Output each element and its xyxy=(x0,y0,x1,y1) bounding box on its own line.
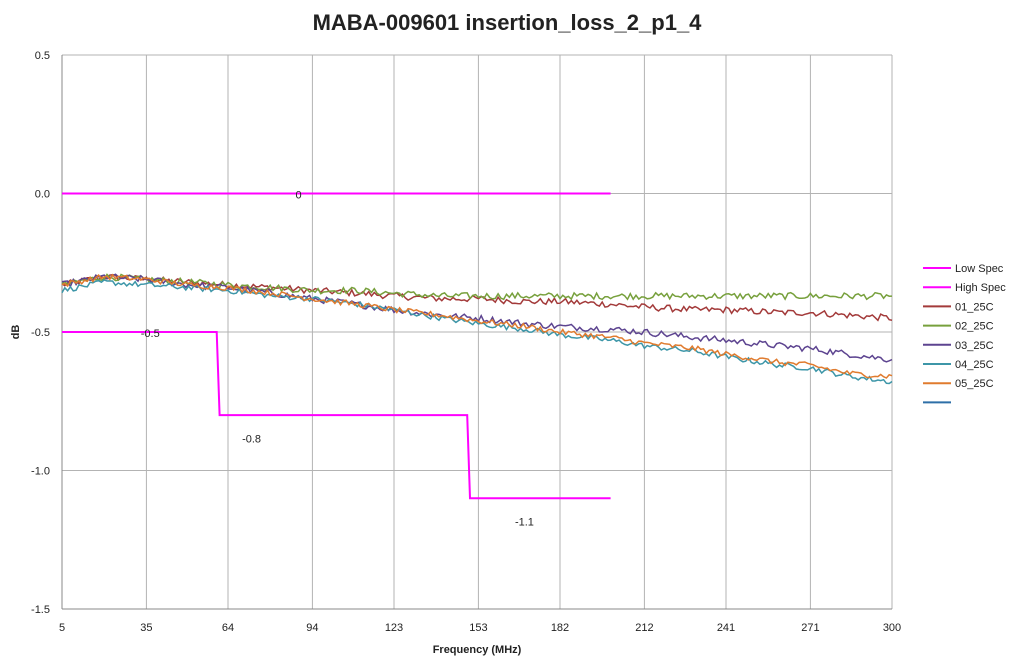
annotations: 0 -0.5 -0.8 -1.1 xyxy=(141,190,534,529)
chart-title: MABA-009601 insertion_loss_2_p1_4 xyxy=(313,10,703,35)
y-tick-label: -1.5 xyxy=(31,604,50,616)
legend-label: 03_25C xyxy=(955,340,994,352)
series-line-05_25c xyxy=(61,273,893,379)
data-label: -0.8 xyxy=(242,433,261,445)
legend-label: 02_25C xyxy=(955,321,994,333)
x-tick-label: 5 xyxy=(59,622,65,634)
legend-label: 04_25C xyxy=(955,359,994,371)
spec-lines xyxy=(62,192,611,500)
x-tick-label: 153 xyxy=(469,622,487,634)
x-tick-label: 94 xyxy=(306,622,318,634)
x-tick-label: 300 xyxy=(883,622,901,634)
legend-label: 01_25C xyxy=(955,301,994,313)
y-tick-label: -0.5 xyxy=(31,327,50,339)
y-tick-label: -1.0 xyxy=(31,466,50,478)
x-tick-label: 241 xyxy=(717,622,735,634)
x-tick-label: 123 xyxy=(385,622,403,634)
data-label: 0 xyxy=(296,190,302,202)
data-series xyxy=(61,273,893,385)
legend: Low Spec High Spec 01_25C 02_25C 03_25C 04_25… xyxy=(923,263,1006,404)
series-line-02_25c xyxy=(61,273,893,301)
series-line-03_25c xyxy=(61,273,893,363)
tick-labels: 5 35 64 94 123 153 182 212 241 271 300 0.5 0.0 -0.5 -1… xyxy=(31,50,901,634)
x-axis-label: Frequency (MHz) xyxy=(433,644,522,656)
x-tick-label: 182 xyxy=(551,622,569,634)
legend-label: High Spec xyxy=(955,282,1006,294)
y-axis-label: dB xyxy=(10,325,22,340)
x-tick-label: 64 xyxy=(222,622,234,634)
x-tick-label: 271 xyxy=(801,622,819,634)
data-label: -1.1 xyxy=(515,516,534,528)
x-tick-label: 35 xyxy=(140,622,152,634)
legend-label: Low Spec xyxy=(955,263,1004,275)
x-tick-label: 212 xyxy=(635,622,653,634)
y-tick-label: 0.0 xyxy=(35,189,50,201)
y-tick-label: 0.5 xyxy=(35,50,50,62)
spec-line-low-spec xyxy=(62,331,611,500)
legend-label: 05_25C xyxy=(955,378,994,390)
data-label: -0.5 xyxy=(141,328,160,340)
